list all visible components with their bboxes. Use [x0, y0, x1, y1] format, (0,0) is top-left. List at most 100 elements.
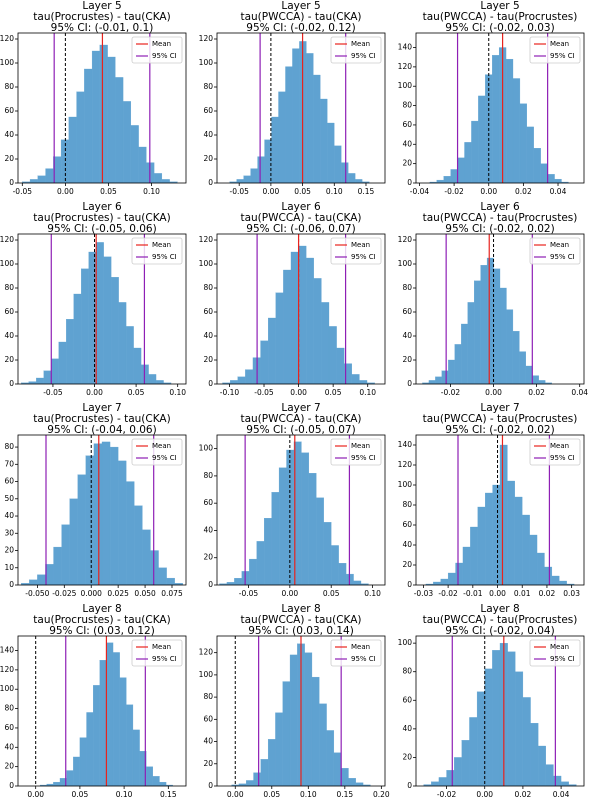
- histogram-bar: [450, 169, 458, 184]
- chart-title: Layer 5: [82, 0, 121, 12]
- histogram-bar: [512, 331, 520, 385]
- x-tick-label: -0.02: [438, 589, 458, 598]
- y-tick-label: 60: [4, 477, 14, 486]
- histogram-bar: [519, 351, 526, 385]
- chart-subtitle: tau(PWCCA) - tau(Procrustes): [423, 614, 578, 626]
- histogram-bar: [118, 302, 127, 385]
- ci-annotation: 95% CI: (-0.02, 0.02): [445, 424, 554, 436]
- histogram-bar: [155, 380, 164, 385]
- legend-label: Mean: [152, 241, 171, 249]
- x-tick-label: 0.00: [263, 187, 280, 196]
- histogram-bar: [441, 370, 449, 385]
- legend-label: Mean: [351, 643, 370, 651]
- histogram-bar: [476, 691, 485, 787]
- histogram-bar: [229, 380, 238, 385]
- histogram-bar: [464, 142, 472, 184]
- histogram-bar: [471, 120, 479, 184]
- y-tick-label: 20: [203, 355, 213, 364]
- y-tick-label: 30: [4, 528, 14, 537]
- histogram-bar: [440, 578, 449, 586]
- histogram-bar: [118, 460, 127, 586]
- histogram-bar: [146, 766, 153, 787]
- x-tick-label: 0.05: [323, 589, 340, 598]
- histogram-bar: [73, 293, 82, 385]
- histogram-bar: [308, 473, 317, 586]
- ci-annotation: 95% CI: (-0.02, 0.02): [445, 223, 554, 235]
- x-tick-label: 0.02: [539, 589, 556, 598]
- histogram-bar: [320, 98, 328, 184]
- histogram-bar: [467, 302, 475, 385]
- x-tick-label: 0.00: [227, 790, 244, 799]
- x-tick-label: -0.05: [254, 388, 274, 397]
- x-tick-label: 0.02: [515, 187, 532, 196]
- x-tick-label: 0.00: [27, 790, 44, 799]
- histogram-bar: [292, 48, 300, 184]
- y-tick-label: 100: [0, 58, 14, 67]
- histogram-bar: [285, 66, 293, 184]
- histogram-bar: [122, 101, 132, 184]
- y-tick-label: 100: [398, 638, 413, 647]
- y-tick-label: 20: [203, 154, 213, 163]
- histogram-bar: [428, 380, 436, 385]
- histogram-bar: [331, 545, 339, 586]
- histogram-bar: [316, 497, 324, 586]
- histogram-bar: [522, 514, 530, 586]
- legend-label: Mean: [351, 40, 370, 48]
- histogram-bar: [336, 347, 345, 385]
- histogram-bar: [260, 759, 269, 787]
- x-tick-label: 0.10: [326, 187, 343, 196]
- x-tick-label: -0.025: [52, 589, 76, 598]
- histogram-bar: [319, 703, 327, 787]
- legend-label: Mean: [152, 40, 171, 48]
- histogram-bar: [249, 558, 257, 586]
- x-tick-label: 0.05: [72, 790, 89, 799]
- plot-frame: [17, 32, 187, 184]
- histogram-bar: [435, 376, 442, 385]
- y-tick-label: 20: [402, 560, 412, 569]
- histogram-bar: [533, 148, 541, 184]
- histogram-bar: [499, 287, 507, 385]
- ci-annotation: 95% CI: (-0.05, 0.06): [47, 223, 156, 235]
- x-tick-label: 0.10: [364, 589, 381, 598]
- histogram-bar: [536, 552, 545, 586]
- chart-title: Layer 6: [480, 201, 520, 213]
- y-tick-label: 80: [4, 704, 14, 713]
- x-tick-label: 0.04: [550, 187, 567, 196]
- histogram-bar: [327, 122, 335, 184]
- y-tick-label: 20: [402, 159, 412, 168]
- y-tick-label: 20: [4, 762, 14, 771]
- plot-frame: [415, 32, 585, 184]
- histogram-bar: [69, 498, 78, 586]
- histogram-bar: [506, 309, 514, 385]
- histogram-bar: [544, 566, 553, 586]
- histogram-bar: [161, 179, 170, 184]
- y-tick-label: 80: [4, 82, 14, 91]
- x-tick-label: -0.050: [25, 589, 49, 598]
- x-tick-label: 0.03: [563, 589, 580, 598]
- histogram-bar: [93, 443, 103, 586]
- x-tick-label: 0.10: [169, 388, 186, 397]
- histogram-bar: [301, 452, 310, 586]
- histogram-bar: [119, 677, 127, 787]
- histogram-bar: [505, 58, 514, 184]
- histogram-bar: [515, 671, 524, 787]
- legend-label: Mean: [351, 442, 370, 450]
- chart-title: Layer 6: [281, 201, 321, 213]
- histogram-bar: [85, 455, 95, 586]
- histogram-bar: [554, 178, 562, 184]
- x-tick-label: 0.05: [294, 187, 311, 196]
- legend-label: 95% CI: [351, 655, 376, 663]
- y-tick-label: 80: [4, 442, 14, 451]
- y-tick-label: 100: [199, 444, 214, 453]
- y-tick-label: 0: [9, 580, 14, 589]
- histogram-bar: [77, 474, 86, 586]
- ci-annotation: 95% CI: (-0.02, 0.03): [445, 22, 554, 34]
- histogram-bar: [540, 163, 548, 184]
- histogram-bar: [530, 722, 539, 787]
- histogram-bar: [115, 77, 124, 184]
- x-tick-label: 0.05: [263, 790, 280, 799]
- chart-title: Layer 7: [82, 402, 121, 414]
- ci-annotation: 95% CI: (-0.01, 0.1): [51, 22, 154, 34]
- histogram-bar: [457, 157, 465, 184]
- histogram-bar: [152, 776, 160, 787]
